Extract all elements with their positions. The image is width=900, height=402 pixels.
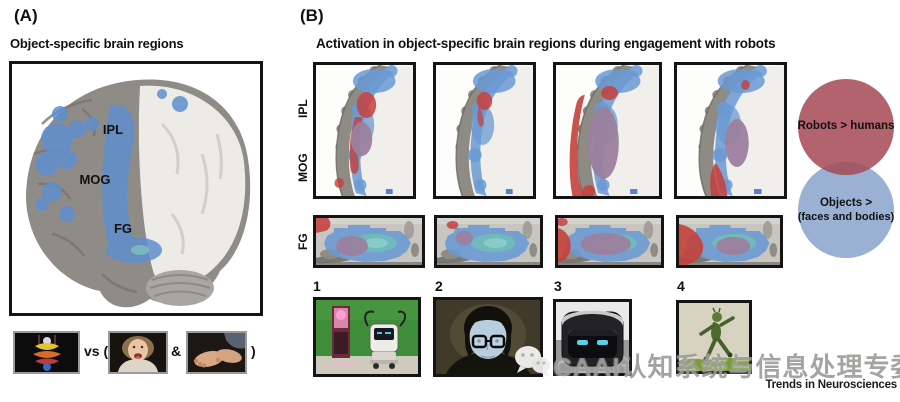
toy-robot-image bbox=[13, 331, 80, 374]
brain-3d-render bbox=[26, 79, 251, 308]
region-label-ipl: IPL bbox=[102, 122, 124, 137]
stimulus-number-4: 4 bbox=[677, 278, 685, 294]
panel-b-title: Activation in object-specific brain regi… bbox=[316, 36, 776, 51]
cozmo-robot-image bbox=[553, 299, 632, 376]
brain-tile-fg-4 bbox=[676, 215, 783, 268]
wechat-icon bbox=[515, 346, 550, 377]
panel-b-label: (B) bbox=[300, 6, 324, 25]
tabletop-robot-image bbox=[313, 297, 421, 377]
stimulus-number-2: 2 bbox=[435, 278, 443, 294]
journal-name: Trends in Neurosciences bbox=[765, 379, 897, 391]
panel-a-title: Object-specific brain regions bbox=[10, 36, 184, 51]
region-label-fg: FG bbox=[113, 221, 133, 236]
stimulus-number-1: 1 bbox=[313, 278, 321, 294]
brain-tile-fg-3 bbox=[555, 215, 664, 268]
brain-tile-ipl-mog-4 bbox=[674, 62, 787, 199]
panel-a-brain-box bbox=[9, 61, 263, 316]
child-face-image bbox=[108, 331, 168, 374]
brain-tile-ipl-mog-3 bbox=[553, 62, 662, 199]
region-label-mog: MOG bbox=[79, 172, 111, 187]
brain-tile-ipl-mog-1 bbox=[313, 62, 416, 199]
row-label-mog: MOG bbox=[296, 153, 310, 182]
close-paren-text: ) bbox=[251, 343, 256, 359]
panel-a-label: (A) bbox=[14, 6, 38, 25]
legend-objects-label-line2: (faces and bodies) bbox=[797, 211, 895, 223]
legend-objects-label-line1: Objects > bbox=[819, 197, 873, 209]
legend-venn-circles bbox=[798, 79, 894, 258]
watermark-text: CAAI认知系统与信息处理专委会 bbox=[553, 352, 900, 382]
feet-image bbox=[186, 331, 247, 374]
humanoid-face-robot-image bbox=[433, 297, 543, 377]
brain-tile-fg-2 bbox=[434, 215, 543, 268]
row-label-fg: FG bbox=[296, 233, 310, 250]
legend-robots-label: Robots > humans bbox=[797, 120, 895, 132]
brain-tile-fg-1 bbox=[313, 215, 425, 268]
ampersand-text: & bbox=[171, 343, 182, 359]
stimulus-number-3: 3 bbox=[554, 278, 562, 294]
brain-tile-ipl-mog-2 bbox=[433, 62, 536, 199]
row-label-ipl: IPL bbox=[296, 99, 310, 118]
green-figure-robot-image bbox=[676, 300, 752, 374]
vs-open-text: vs ( bbox=[84, 343, 109, 359]
